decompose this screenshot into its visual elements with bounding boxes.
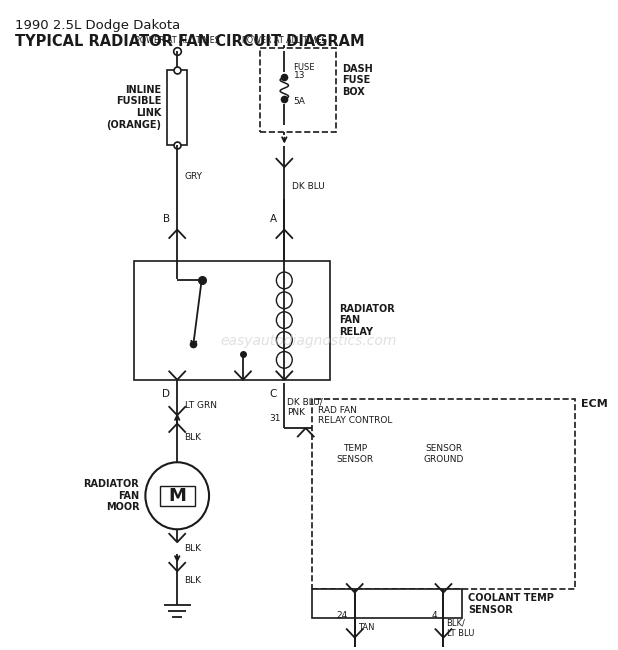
Text: A: A bbox=[270, 214, 277, 224]
Text: RADIATOR
FAN
MOOR: RADIATOR FAN MOOR bbox=[83, 479, 139, 512]
Text: GRY: GRY bbox=[185, 172, 203, 181]
Bar bbox=[167, 70, 187, 144]
Text: D: D bbox=[162, 389, 170, 399]
Text: DK BLU/
PNK: DK BLU/ PNK bbox=[287, 397, 323, 417]
Text: TAN: TAN bbox=[358, 623, 375, 632]
Text: POWER AT ALL TIMES: POWER AT ALL TIMES bbox=[242, 36, 327, 45]
Text: INLINE
FUSIBLE
LINK
(ORANGE): INLINE FUSIBLE LINK (ORANGE) bbox=[106, 84, 161, 129]
Text: 24: 24 bbox=[336, 610, 347, 619]
Text: SENSOR
GROUND: SENSOR GROUND bbox=[423, 444, 464, 463]
Text: BLK: BLK bbox=[185, 434, 201, 442]
Text: BLK: BLK bbox=[185, 577, 201, 586]
Bar bbox=[312, 399, 575, 589]
Text: 5A: 5A bbox=[294, 97, 305, 105]
Text: C: C bbox=[269, 389, 277, 399]
Text: 31: 31 bbox=[269, 414, 281, 423]
Text: DK BLU: DK BLU bbox=[292, 182, 324, 191]
Text: M: M bbox=[168, 487, 186, 505]
Text: RADIATOR
FAN
RELAY: RADIATOR FAN RELAY bbox=[339, 304, 395, 337]
Text: COOLANT TEMP
SENSOR: COOLANT TEMP SENSOR bbox=[468, 593, 554, 614]
Text: LT GRN: LT GRN bbox=[185, 401, 216, 410]
Text: B: B bbox=[163, 214, 170, 224]
Text: ECM: ECM bbox=[581, 399, 608, 409]
Text: easyautodiagnostics.com: easyautodiagnostics.com bbox=[221, 334, 397, 348]
Text: 1990 2.5L Dodge Dakota: 1990 2.5L Dodge Dakota bbox=[15, 19, 180, 32]
Bar bbox=[312, 589, 462, 618]
Text: BLK: BLK bbox=[185, 544, 201, 553]
Text: BLK/
LT BLU: BLK/ LT BLU bbox=[446, 618, 474, 638]
Text: POWER AT ALL TIMES: POWER AT ALL TIMES bbox=[135, 36, 219, 45]
Bar bbox=[134, 261, 330, 380]
Text: DASH
FUSE
BOX: DASH FUSE BOX bbox=[342, 64, 373, 97]
Text: TEMP
SENSOR: TEMP SENSOR bbox=[336, 444, 373, 463]
Text: TYPICAL RADIATOR FAN CIRCUIT DIAGRAM: TYPICAL RADIATOR FAN CIRCUIT DIAGRAM bbox=[15, 34, 365, 49]
Text: FUSE: FUSE bbox=[294, 62, 315, 72]
Text: 13: 13 bbox=[294, 71, 305, 80]
Bar bbox=[159, 486, 195, 506]
Text: 4: 4 bbox=[432, 610, 438, 619]
Text: RAD FAN
RELAY CONTROL: RAD FAN RELAY CONTROL bbox=[318, 406, 392, 425]
Bar bbox=[260, 48, 336, 132]
